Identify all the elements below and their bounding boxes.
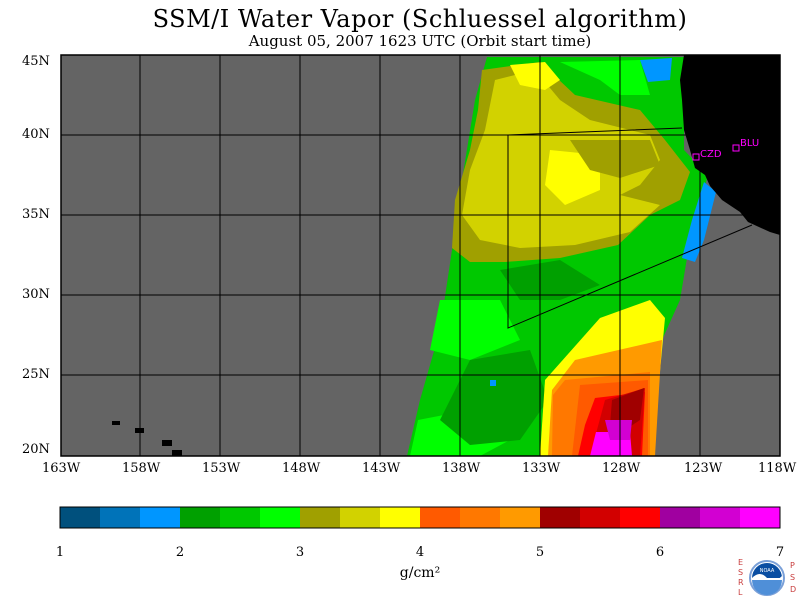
noaa-esrl-logo: E S R L NOAA P S D <box>738 558 796 597</box>
colorbar-frame <box>59 506 781 529</box>
lon-label-148w: 148W <box>282 461 321 476</box>
logo-letter-p: P <box>790 561 795 570</box>
colorbar-swatch <box>260 507 301 528</box>
logo-letter-e: E <box>738 558 743 567</box>
station-marker-blu <box>732 144 740 152</box>
swath-blue-coast <box>682 182 716 262</box>
colorbar-swatch <box>100 507 141 528</box>
colorbar-swatch <box>700 507 741 528</box>
colorbar <box>60 507 781 528</box>
colorbar-swatch <box>380 507 421 528</box>
colorbar-swatch <box>740 507 781 528</box>
lon-label-158w: 158W <box>122 461 161 476</box>
chart-subtitle: August 05, 2007 1623 UTC (Orbit start ti… <box>248 32 592 50</box>
logo-letter-s: S <box>738 568 743 577</box>
lon-label-133w: 133W <box>522 461 561 476</box>
lon-label-123w: 123W <box>684 461 723 476</box>
swath-blue-north <box>640 58 672 82</box>
island-kauai <box>112 421 120 425</box>
lon-label-163w: 163W <box>42 461 81 476</box>
station-markers: CZD BLU <box>692 138 759 161</box>
lon-label-138w: 138W <box>442 461 481 476</box>
swath-yellow-a <box>510 62 560 90</box>
domain-outline <box>507 127 753 329</box>
swath-purple <box>605 420 632 440</box>
lat-label-30n: 30N <box>22 287 50 302</box>
swath-brightgreen-edges <box>560 60 650 95</box>
colorbar-tick-4: 4 <box>415 545 425 560</box>
lon-label-143w: 143W <box>362 461 401 476</box>
colorbar-tick-6: 6 <box>655 545 665 560</box>
chart-title: SSM/I Water Vapor (Schluessel algorithm) <box>152 5 688 33</box>
colorbar-swatch <box>140 507 181 528</box>
swath-darkred <box>610 388 644 430</box>
swath-olive-core <box>570 140 660 178</box>
noaa-emblem-sea <box>752 580 782 595</box>
swath-darkgreen-b <box>500 260 600 300</box>
station-label-blu: BLU <box>740 138 759 149</box>
land-mass <box>680 55 780 235</box>
graticule <box>61 55 780 456</box>
colorbar-units: g/cm² <box>399 565 441 581</box>
colorbar-swatch <box>300 507 341 528</box>
swath-blue-speck <box>490 380 496 386</box>
colorbar-swatch <box>60 507 101 528</box>
colorbar-tick-3: 3 <box>295 545 305 560</box>
island-hawaii <box>172 450 182 456</box>
station-label-czd: CZD <box>700 149 722 160</box>
island-maui <box>162 440 172 446</box>
lat-label-45n: 45N <box>22 54 50 69</box>
colorbar-tick-7: 7 <box>775 545 785 560</box>
logo-letter-d: D <box>790 585 796 594</box>
colorbar-swatch <box>420 507 461 528</box>
colorbar-tick-1: 1 <box>55 545 65 560</box>
colorbar-tick-5: 5 <box>535 545 545 560</box>
lat-label-20n: 20N <box>22 442 50 457</box>
map-frame <box>60 54 781 457</box>
colorbar-swatch <box>580 507 621 528</box>
lat-label-40n: 40N <box>22 127 50 142</box>
colorbar-swatch <box>540 507 581 528</box>
logo-letter-l: L <box>738 588 743 597</box>
colorbar-swatch <box>180 507 221 528</box>
noaa-emblem-text: NOAA <box>760 568 775 574</box>
lat-label-25n: 25N <box>22 367 50 382</box>
logo-letter-s2: S <box>790 573 795 582</box>
colorbar-swatch <box>340 507 381 528</box>
colorbar-swatch <box>500 507 541 528</box>
lon-label-128w: 128W <box>602 461 641 476</box>
logo-letter-r: R <box>738 578 744 587</box>
lon-label-118w: 118W <box>758 461 797 476</box>
lat-label-35n: 35N <box>22 207 50 222</box>
colorbar-swatch <box>460 507 501 528</box>
colorbar-swatch <box>620 507 661 528</box>
lon-label-153w: 153W <box>202 461 241 476</box>
colorbar-swatch <box>220 507 261 528</box>
colorbar-tick-2: 2 <box>175 545 185 560</box>
swath-darkgreen <box>440 350 548 445</box>
colorbar-swatch <box>660 507 701 528</box>
station-marker-czd <box>692 153 700 161</box>
swath-brightgreen-a <box>430 300 520 360</box>
